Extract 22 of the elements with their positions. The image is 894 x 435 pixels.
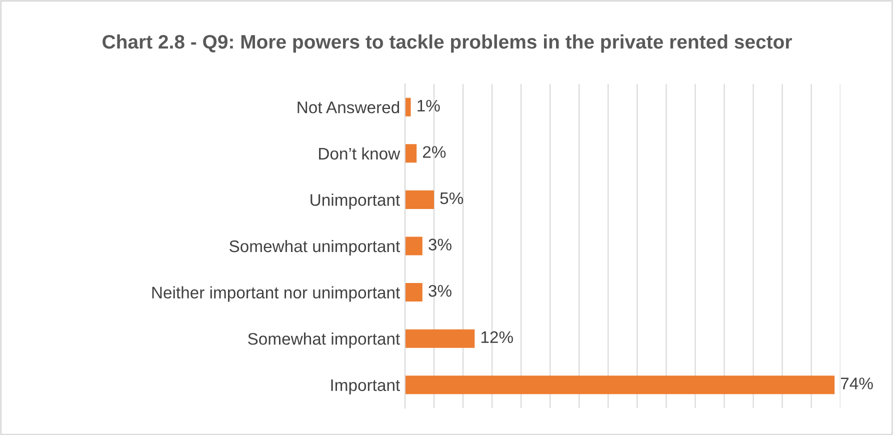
y-tick-label: Not Answered (298, 101, 400, 114)
y-tick-label: Don’t know (319, 147, 400, 160)
data-label: 1% (418, 100, 440, 112)
bar (404, 283, 422, 302)
chart-title: Chart 2.8 - Q9: More powers to tackle problems in the private rented sector (102, 34, 792, 53)
bar (404, 329, 475, 348)
data-label: 2% (422, 146, 446, 158)
bar (404, 144, 417, 163)
bar (404, 98, 411, 116)
y-tick-label: Unimportant (310, 194, 400, 210)
y-tick-label: Somewhat important (248, 332, 400, 348)
y-tick-label: Important (331, 379, 400, 394)
y-tick-label: Neither important nor unimportant (152, 286, 400, 302)
bar (404, 376, 835, 394)
bar (404, 236, 422, 256)
data-label: 3% (428, 284, 452, 297)
y-tick-label: Somewhat unimportant (230, 240, 400, 256)
data-label: 5% (440, 192, 464, 204)
data-label: 74% (840, 378, 873, 390)
bar (404, 190, 434, 209)
data-label: 3% (428, 238, 452, 250)
data-label: 12% (481, 331, 513, 343)
